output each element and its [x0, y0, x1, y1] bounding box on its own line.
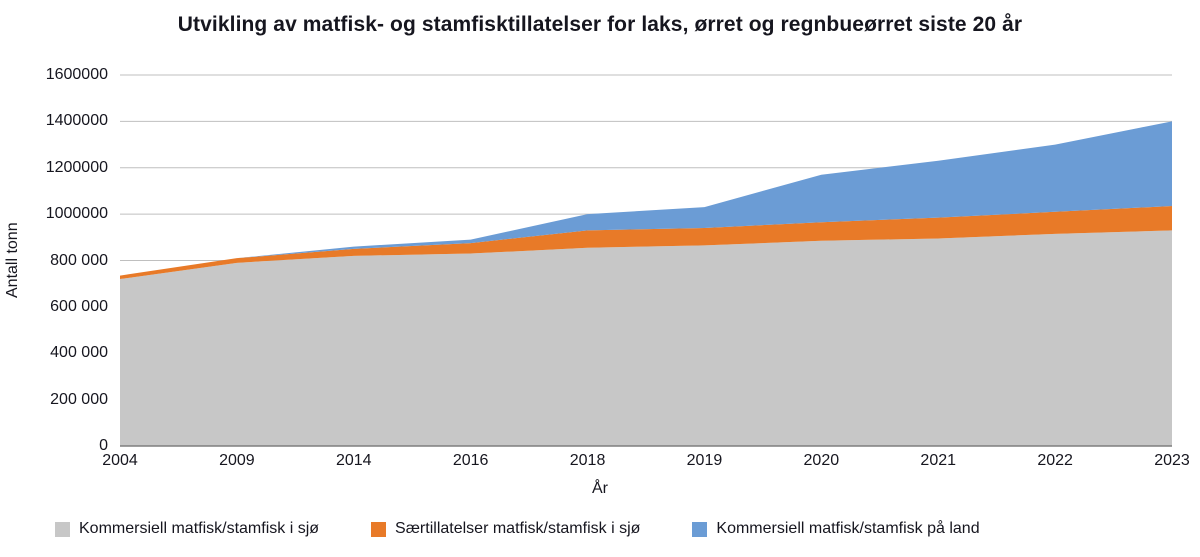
x-tick-label: 2018 [569, 452, 606, 469]
area-series-2 [120, 121, 1172, 276]
y-tick-label: 0 [99, 437, 108, 454]
legend-label: Særtillatelser matfisk/stamfisk i sjø [395, 520, 641, 537]
y-tick-label: 200 000 [50, 390, 108, 408]
chart-title: Utvikling av matfisk- og stamfisktillate… [177, 13, 1023, 36]
y-tick-label: 1000000 [45, 205, 108, 223]
y-tick-label: 600 000 [50, 297, 108, 315]
legend-swatch [55, 521, 70, 537]
legend-item-0: Kommersiell matfisk/stamfisk i sjø [55, 520, 319, 538]
y-tick-label: 1400000 [45, 112, 108, 130]
x-tick-label: 2020 [803, 452, 840, 469]
x-axis-title: År [592, 480, 608, 497]
y-tick-label: 800 000 [50, 251, 108, 269]
y-tick-label: 1600000 [45, 66, 108, 83]
legend-item-1: Særtillatelser matfisk/stamfisk i sjø [371, 520, 640, 538]
legend-swatch [371, 521, 387, 537]
x-tick-label: 2021 [920, 452, 957, 469]
x-tick-label: 2019 [686, 452, 723, 469]
x-tick-label: 2014 [335, 452, 372, 469]
x-tick-label: 2004 [102, 452, 138, 469]
x-tick-label: 2009 [219, 452, 255, 469]
area-series-1 [120, 206, 1172, 280]
x-tick-label: 2023 [1154, 452, 1190, 469]
legend-label: Kommersiell matfisk/stamfisk i sjø [79, 520, 320, 537]
legend-label: Kommersiell matfisk/stamfisk på land [716, 520, 980, 537]
x-tick-label: 2016 [452, 452, 489, 469]
chart-legend: Kommersiell matfisk/stamfisk i sjø Særtil… [55, 520, 980, 538]
y-tick-label: 1200000 [45, 158, 108, 176]
y-tick-label: 400 000 [50, 344, 108, 362]
x-tick-label: 2022 [1037, 452, 1073, 469]
legend-item-2: Kommersiell matfisk/stamfisk på land [692, 520, 980, 538]
legend-swatch [692, 521, 708, 537]
area-series-0 [120, 230, 1172, 446]
